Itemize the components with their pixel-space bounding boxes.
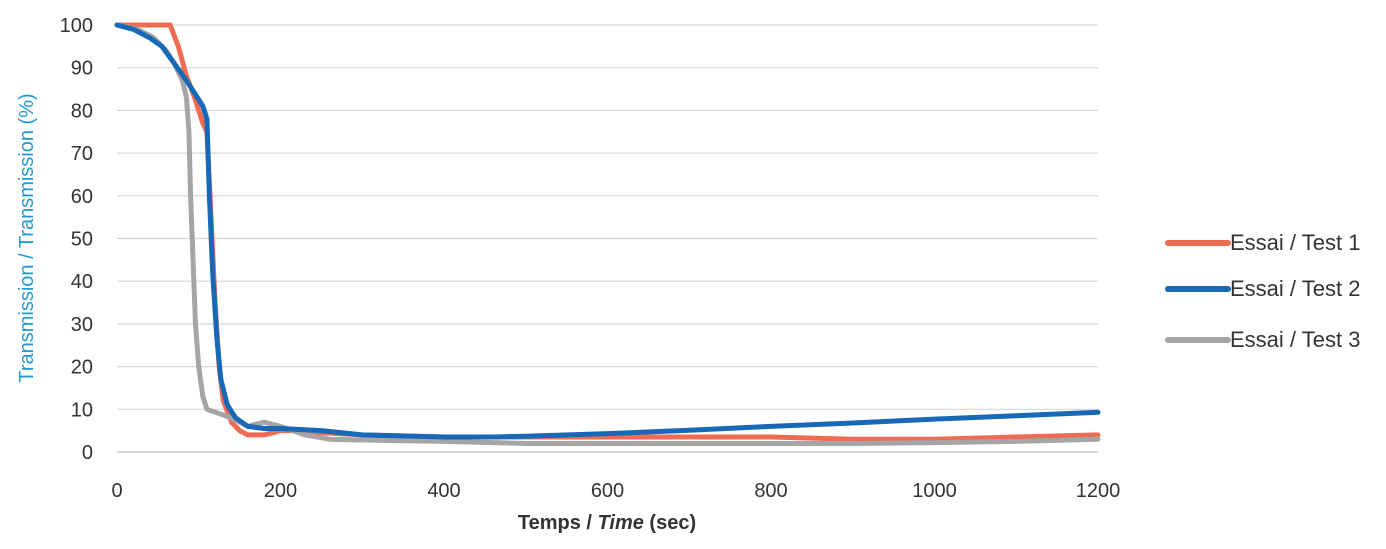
y-tick-label: 70 bbox=[71, 143, 93, 165]
series-line bbox=[114, 22, 1101, 440]
y-tick-label: 30 bbox=[71, 314, 93, 336]
y-tick-label: 10 bbox=[71, 399, 93, 421]
x-tick-label: 0 bbox=[111, 480, 122, 502]
y-tick-label: 0 bbox=[82, 442, 93, 464]
gridlines bbox=[117, 24, 1098, 410]
x-axis-title-italic: Time bbox=[598, 512, 644, 534]
y-tick-label: 80 bbox=[71, 100, 93, 122]
x-tick-label: 200 bbox=[264, 480, 297, 502]
x-tick-label: 600 bbox=[591, 480, 624, 502]
legend-label: Essai / Test 1 bbox=[1230, 230, 1360, 255]
x-axis-title: Temps / Time (sec) bbox=[518, 512, 696, 534]
y-axis-title: Transmission / Transmission (%) bbox=[16, 93, 38, 382]
y-tick-label: 50 bbox=[71, 229, 93, 251]
legend-label: Essai / Test 2 bbox=[1230, 276, 1360, 301]
series-line bbox=[114, 22, 1101, 442]
y-tick-label: 60 bbox=[71, 186, 93, 208]
y-tick-label: 40 bbox=[71, 271, 93, 293]
y-tick-label: 90 bbox=[71, 58, 93, 80]
x-tick-labels: 0 200 400 600 800 1000 1200 bbox=[111, 480, 1120, 502]
y-tick-labels: 0 10 20 30 40 50 60 70 80 90 100 bbox=[60, 15, 93, 464]
legend-label: Essai / Test 3 bbox=[1230, 327, 1360, 352]
y-tick-label: 100 bbox=[60, 15, 93, 37]
x-tick-label: 1200 bbox=[1076, 480, 1121, 502]
series-line bbox=[114, 22, 1101, 446]
x-axis-title-prefix: Temps / bbox=[518, 512, 598, 534]
y-tick-label: 20 bbox=[71, 357, 93, 379]
x-tick-label: 1000 bbox=[912, 480, 957, 502]
series-lines bbox=[114, 22, 1101, 446]
x-tick-label: 800 bbox=[754, 480, 787, 502]
x-axis-title-suffix: (sec) bbox=[644, 512, 696, 534]
x-tick-label: 400 bbox=[427, 480, 460, 502]
legend: Essai / Test 1 Essai / Test 2 Essai / Test… bbox=[1165, 230, 1360, 352]
